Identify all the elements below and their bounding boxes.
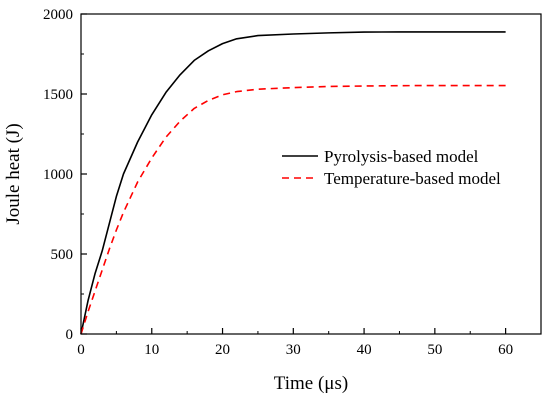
- x-tick-label: 60: [498, 342, 513, 358]
- series-line-1: [80, 84, 506, 335]
- x-tick-label: 50: [427, 342, 442, 358]
- y-axis-title: Joule heat (J): [3, 123, 24, 224]
- x-tick-label: 40: [357, 342, 372, 358]
- legend: Pyrolysis-based model Temperature-based …: [282, 147, 501, 188]
- legend-label-pyrolysis: Pyrolysis-based model: [324, 147, 479, 166]
- x-axis-title: Time (μs): [274, 373, 348, 394]
- plot-area: 0 10 20 30 40 50 60 0 500 1000 1500 2000: [43, 7, 542, 358]
- ticks-layer: 0 10 20 30 40 50 60 0 500 1000 1500 2000: [43, 7, 513, 358]
- x-tick-label: 0: [77, 342, 85, 358]
- series-line-0: [80, 31, 506, 335]
- series-layer: [80, 31, 506, 335]
- y-tick-label: 2000: [43, 7, 73, 23]
- y-tick-label: 0: [66, 327, 74, 343]
- y-tick-label: 1000: [43, 167, 73, 183]
- y-tick-label: 1500: [43, 87, 73, 103]
- x-tick-label: 10: [144, 342, 159, 358]
- x-tick-label: 20: [215, 342, 230, 358]
- y-tick-label: 500: [51, 247, 74, 263]
- legend-label-temperature: Temperature-based model: [324, 169, 501, 188]
- x-tick-label: 30: [286, 342, 301, 358]
